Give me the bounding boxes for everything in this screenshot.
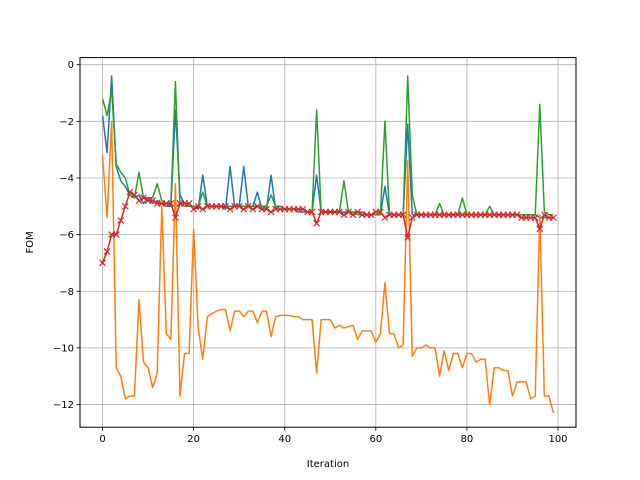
series-4-point xyxy=(550,214,557,222)
x-tick-label: 20 xyxy=(187,434,200,445)
series-4-point xyxy=(149,197,157,205)
series-4-point xyxy=(131,191,138,199)
y-tick-label: 0 xyxy=(68,60,74,71)
y-tick-label: −8 xyxy=(59,287,74,298)
series-4-point xyxy=(399,211,407,219)
series-4-point xyxy=(167,200,175,207)
y-tick-label: −2 xyxy=(59,117,74,128)
axis-ticks: 0 20 40 60 80 100 0 −2 −4 −6 −8 −10 −12 xyxy=(53,60,568,445)
series-4-point xyxy=(103,248,111,256)
series-4-point xyxy=(299,205,307,213)
series-4-point xyxy=(244,202,252,210)
x-tick-label: 0 xyxy=(99,434,105,445)
series-4-point xyxy=(194,202,202,210)
series-4-point xyxy=(263,205,270,213)
series-4-point xyxy=(199,205,207,213)
series-4-point xyxy=(112,231,120,239)
series-4-point xyxy=(354,208,362,216)
series-4-point xyxy=(540,211,548,219)
series-4-point xyxy=(345,208,352,216)
series-4 xyxy=(99,188,557,267)
series-4-point xyxy=(335,208,343,216)
y-axis-label: FOM xyxy=(25,231,36,253)
grid-lines xyxy=(80,57,576,428)
x-tick-label: 40 xyxy=(278,434,291,445)
y-tick-label: −6 xyxy=(59,230,74,241)
series-layer xyxy=(99,75,557,414)
series-4-point xyxy=(171,214,179,222)
series-4-point xyxy=(367,211,375,219)
series-4-point xyxy=(185,200,193,207)
series-4-point xyxy=(536,225,544,233)
series-4-point xyxy=(513,211,521,219)
series-4-point xyxy=(240,205,248,213)
series-4-point xyxy=(340,211,348,219)
x-tick-label: 80 xyxy=(461,434,474,445)
series-4-point xyxy=(226,205,234,213)
series-4-point xyxy=(222,202,229,210)
x-axis-label: Iteration xyxy=(307,459,349,470)
y-tick-label: −4 xyxy=(59,173,74,184)
series-4-point xyxy=(249,205,257,213)
series-4-point xyxy=(531,214,539,222)
y-tick-label: −12 xyxy=(53,400,74,411)
x-tick-label: 100 xyxy=(548,434,567,445)
series-4-point xyxy=(190,205,198,213)
y-tick-label: −10 xyxy=(53,343,74,354)
series-4-point xyxy=(404,234,412,241)
series-4-point xyxy=(126,188,134,196)
series-4-point xyxy=(408,214,416,222)
x-tick-label: 60 xyxy=(369,434,382,445)
series-4-point xyxy=(308,208,316,216)
series-4-point xyxy=(267,208,275,216)
series-4-point xyxy=(376,208,384,216)
series-4-line xyxy=(101,191,554,264)
series-4-point xyxy=(349,211,357,219)
series-4-point xyxy=(253,202,261,210)
series-4-point xyxy=(135,197,143,205)
series-4-point xyxy=(313,219,321,227)
series-4-point xyxy=(99,259,106,267)
axes-frame xyxy=(79,57,577,428)
series-4-point xyxy=(121,202,129,210)
series-2-line xyxy=(101,120,555,414)
series-4-point xyxy=(235,202,243,210)
series-4-point xyxy=(381,214,389,222)
series-2 xyxy=(101,120,555,414)
series-4-point xyxy=(117,217,125,224)
series-4-point xyxy=(140,194,147,202)
